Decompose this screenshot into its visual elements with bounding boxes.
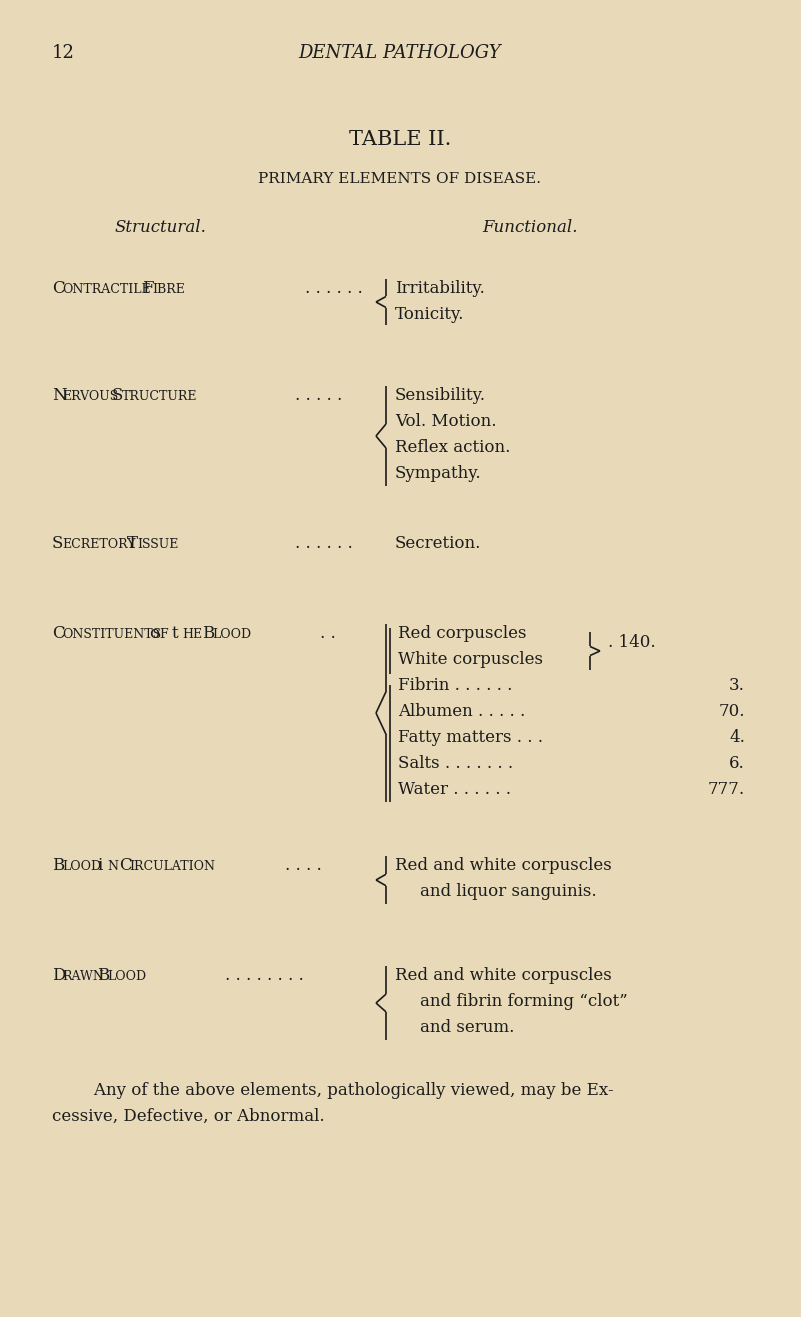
Text: B: B: [97, 967, 109, 984]
Text: Structural.: Structural.: [114, 219, 206, 236]
Text: ONTRACTILE: ONTRACTILE: [62, 283, 151, 296]
Text: LOOD: LOOD: [212, 628, 252, 641]
Text: TABLE II.: TABLE II.: [348, 130, 451, 149]
Text: 70.: 70.: [718, 703, 745, 720]
Text: IRCULATION: IRCULATION: [130, 860, 215, 873]
Text: B: B: [202, 626, 214, 641]
Text: S: S: [52, 535, 63, 552]
Text: Secretion.: Secretion.: [395, 535, 481, 552]
Text: S: S: [112, 387, 123, 404]
Text: o: o: [150, 626, 159, 641]
Text: RAWN: RAWN: [62, 971, 104, 982]
Text: LOOD: LOOD: [62, 860, 101, 873]
Text: IBRE: IBRE: [152, 283, 185, 296]
Text: . 140.: . 140.: [608, 633, 656, 651]
Text: LOOD: LOOD: [107, 971, 146, 982]
Text: 6.: 6.: [729, 755, 745, 772]
Text: N: N: [52, 387, 66, 404]
Text: TRUCTURE: TRUCTURE: [122, 390, 198, 403]
Text: Vol. Motion.: Vol. Motion.: [395, 414, 497, 429]
Text: Reflex action.: Reflex action.: [395, 439, 510, 456]
Text: Red and white corpuscles: Red and white corpuscles: [395, 857, 612, 874]
Text: 4.: 4.: [729, 730, 745, 745]
Text: C: C: [52, 281, 65, 298]
Text: C: C: [119, 857, 132, 874]
Text: T: T: [127, 535, 138, 552]
Text: DENTAL PATHOLOGY: DENTAL PATHOLOGY: [299, 43, 501, 62]
Text: C: C: [52, 626, 65, 641]
Text: . . . .: . . . .: [285, 857, 322, 874]
Text: ERVOUS: ERVOUS: [62, 390, 119, 403]
Text: B: B: [52, 857, 64, 874]
Text: . . . . . .: . . . . . .: [305, 281, 363, 298]
Text: 3.: 3.: [729, 677, 745, 694]
Text: White corpuscles: White corpuscles: [398, 651, 543, 668]
Text: . .: . .: [320, 626, 336, 641]
Text: . . . . .: . . . . .: [295, 387, 342, 404]
Text: ISSUE: ISSUE: [137, 539, 179, 551]
Text: Tonicity.: Tonicity.: [395, 306, 465, 323]
Text: ECRETORY: ECRETORY: [62, 539, 135, 551]
Text: . . . . . . . .: . . . . . . . .: [225, 967, 304, 984]
Text: Functional.: Functional.: [482, 219, 578, 236]
Text: 12: 12: [52, 43, 74, 62]
Text: Fatty matters . . .: Fatty matters . . .: [398, 730, 543, 745]
Text: Irritability.: Irritability.: [395, 281, 485, 298]
Text: Any of the above elements, pathologically viewed, may be Ex-: Any of the above elements, pathologicall…: [73, 1083, 614, 1098]
Text: D: D: [52, 967, 66, 984]
Text: 777.: 777.: [708, 781, 745, 798]
Text: HE: HE: [182, 628, 202, 641]
Text: i: i: [97, 857, 103, 874]
Text: Albumen . . . . .: Albumen . . . . .: [398, 703, 525, 720]
Text: and serum.: and serum.: [420, 1019, 514, 1036]
Text: Red and white corpuscles: Red and white corpuscles: [395, 967, 612, 984]
Text: F: F: [159, 628, 168, 641]
Text: PRIMARY ELEMENTS OF DISEASE.: PRIMARY ELEMENTS OF DISEASE.: [259, 173, 541, 186]
Text: ONSTITUENTS: ONSTITUENTS: [62, 628, 161, 641]
Text: and liquor sanguinis.: and liquor sanguinis.: [420, 882, 597, 900]
Text: cessive, Defective, or Abnormal.: cessive, Defective, or Abnormal.: [52, 1108, 324, 1125]
Text: Salts . . . . . . .: Salts . . . . . . .: [398, 755, 513, 772]
Text: Red corpuscles: Red corpuscles: [398, 626, 526, 641]
Text: Fibrin . . . . . .: Fibrin . . . . . .: [398, 677, 513, 694]
Text: Sympathy.: Sympathy.: [395, 465, 481, 482]
Text: Sensibility.: Sensibility.: [395, 387, 486, 404]
Text: t: t: [172, 626, 179, 641]
Text: F: F: [142, 281, 154, 298]
Text: and fibrin forming “clot”: and fibrin forming “clot”: [420, 993, 628, 1010]
Text: N: N: [107, 860, 118, 873]
Text: . . . . . .: . . . . . .: [295, 535, 352, 552]
Text: Water . . . . . .: Water . . . . . .: [398, 781, 511, 798]
